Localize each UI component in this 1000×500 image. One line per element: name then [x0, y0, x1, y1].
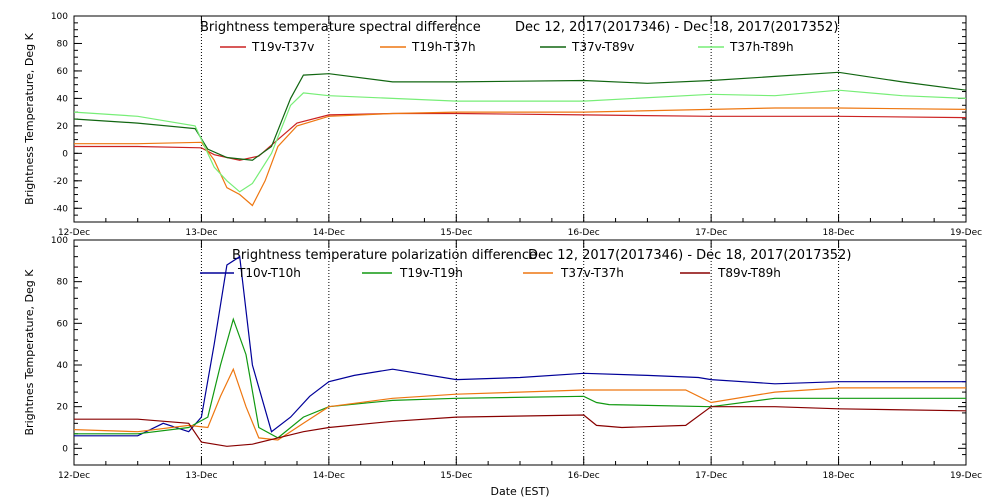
series-line-T37v-T89v: [73, 71, 967, 161]
y-tick-label: 40: [57, 361, 69, 371]
x-tick-label: 17-Dec: [695, 471, 727, 481]
x-tick-label: 19-Dec: [950, 228, 982, 238]
x-tick-label: 12-Dec: [58, 471, 90, 481]
x-tick-label: 13-Dec: [185, 471, 217, 481]
y-tick-label: 100: [51, 12, 68, 22]
bottom-panel: 12-Dec 13-Dec 14-Dec 15-Dec 16-Dec 17-Dec 18-D…: [23, 236, 982, 481]
x-tick-label: 16-Dec: [568, 228, 600, 238]
x-tick-label: 19-Dec: [950, 471, 982, 481]
legend-label: T89v-T89h: [717, 266, 781, 280]
legend-label: T37h-T89h: [729, 40, 794, 54]
x-axis-title: Date (EST): [490, 485, 549, 498]
y-tick-label: 60: [57, 67, 69, 77]
y-tick-label: -40: [53, 204, 68, 214]
series-line-T19h-T37h: [74, 107, 967, 207]
x-tick-label: 18-Dec: [823, 228, 855, 238]
legend-label: T10v-T10h: [237, 266, 301, 280]
legend-label: T19v-T37v: [251, 40, 314, 54]
legend-label: T19v-T19h: [399, 266, 463, 280]
plot-frame: [73, 15, 967, 223]
x-tick-label: 17-Dec: [695, 228, 727, 238]
y-axis-title: Brightnes Temperature, Deg K: [23, 269, 36, 436]
x-tick-label: 16-Dec: [568, 471, 600, 481]
y-tick-label: 20: [57, 122, 69, 132]
x-tick-label: 14-Dec: [313, 228, 345, 238]
series-line-T37v-T37h: [73, 367, 966, 441]
y-tick-label: 60: [57, 319, 69, 329]
date-range-label: Dec 12, 2017(2017346) - Dec 18, 2017(201…: [515, 20, 838, 35]
legend-label: T37v-T37h: [560, 266, 624, 280]
series-line-T10v-T10h: [74, 255, 966, 437]
panel-title: Brightness temperature polarization diff…: [232, 248, 537, 263]
y-axis-title: Brightness Temperature, Deg K: [23, 32, 36, 204]
x-tick-label: 15-Dec: [440, 228, 472, 238]
y-tick-label: 40: [57, 94, 69, 104]
x-tick-label: 13-Dec: [185, 228, 217, 238]
y-tick-label: 0: [62, 149, 68, 159]
legend-label: T37v-T89v: [571, 40, 634, 54]
y-tick-label: 0: [62, 444, 68, 454]
x-tick-label: 12-Dec: [58, 228, 90, 238]
y-tick-label: 80: [57, 39, 69, 49]
x-tick-label: 18-Dec: [823, 471, 855, 481]
y-tick-label: 20: [57, 403, 69, 413]
x-tick-label: 14-Dec: [313, 471, 345, 481]
y-tick-label: 100: [51, 236, 68, 246]
series-line-T89v-T89h: [74, 406, 967, 447]
y-tick-label: -20: [53, 177, 68, 187]
x-tick-label: 15-Dec: [440, 471, 472, 481]
legend-label: T19h-T37h: [411, 40, 476, 54]
top-panel: 12-Dec 13-Dec 14-Dec 15-Dec 16-Dec 17-Dec 18-D…: [23, 12, 982, 238]
series-line-T19v-T19h: [74, 317, 966, 439]
panel-title: Brightness temperature spectral differen…: [200, 20, 481, 35]
y-tick-label: 80: [57, 278, 69, 288]
date-range-label: Dec 12, 2017(2017346) - Dec 18, 2017(201…: [528, 248, 851, 263]
series-line-T37h-T89h: [73, 89, 967, 193]
